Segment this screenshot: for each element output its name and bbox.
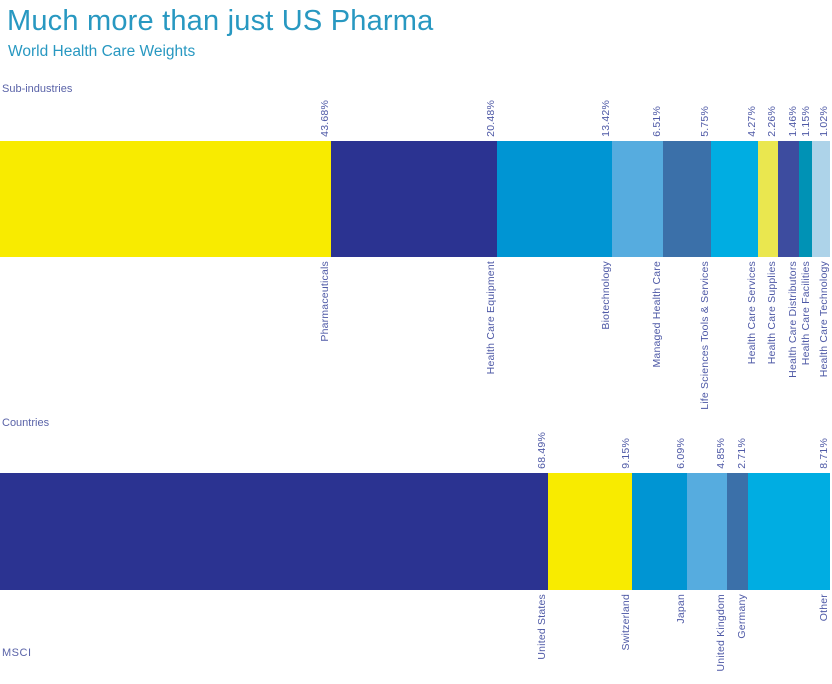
bar-segment-health-care-facilities <box>799 141 812 257</box>
category-label-other: Other <box>818 594 830 622</box>
value-label-other: 8.71% <box>818 438 830 469</box>
category-label-united-kingdom: United Kingdom <box>715 594 727 672</box>
bar-segment-pharmaceuticals <box>0 141 331 257</box>
bar-segment-united-kingdom <box>687 473 727 590</box>
bar-segment-germany <box>727 473 748 590</box>
bar-segment-japan <box>632 473 687 590</box>
bar-segment-other <box>748 473 830 590</box>
value-label-switzerland: 9.15% <box>620 438 632 469</box>
category-label-united-states: United States <box>536 594 548 660</box>
value-label-germany: 2.71% <box>736 438 748 469</box>
bar-segment-life-sciences-tools-services <box>663 141 711 257</box>
bar-segment-health-care-services <box>711 141 758 257</box>
category-label-switzerland: Switzerland <box>620 594 632 651</box>
section-label-countries: Countries <box>2 417 50 429</box>
bar-segment-health-care-technology <box>812 141 830 257</box>
bar-segment-managed-health-care <box>612 141 663 257</box>
value-label-japan: 6.09% <box>675 438 687 469</box>
bar-segment-health-care-supplies <box>758 141 778 257</box>
bar-segment-health-care-distributors <box>778 141 799 257</box>
chart-subtitle: World Health Care Weights <box>8 43 196 60</box>
value-label-united-kingdom: 4.85% <box>715 438 727 469</box>
source-label-msci: MSCI <box>2 647 32 659</box>
chart-title: Much more than just US Pharma <box>7 5 434 37</box>
bar-segment-united-states <box>0 473 548 590</box>
bar-segment-health-care-equipment <box>331 141 497 257</box>
category-label-germany: Germany <box>736 594 748 639</box>
section-label-sub-industries: Sub-industries <box>2 83 73 95</box>
category-label-japan: Japan <box>675 594 687 624</box>
bar-segment-biotechnology <box>497 141 612 257</box>
value-label-united-states: 68.49% <box>536 432 548 469</box>
bar-segment-switzerland <box>548 473 632 590</box>
